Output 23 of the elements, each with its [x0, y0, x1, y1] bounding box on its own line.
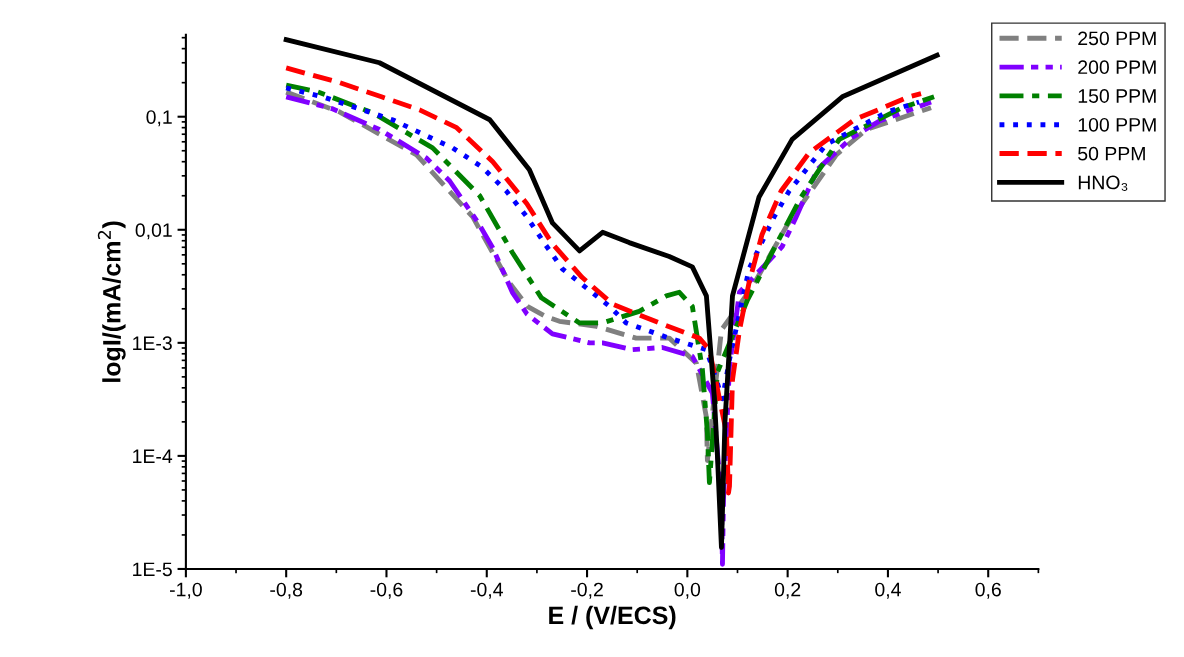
x-tick-label: -0,4	[470, 582, 503, 599]
y-tick-label: 1E-4	[133, 449, 173, 463]
x-tick-label: 0,0	[674, 582, 701, 599]
y-tick-label: 1E-5	[133, 562, 172, 577]
x-tick-label: -1,0	[170, 582, 202, 599]
y-tick-label: 1E-3	[133, 336, 172, 351]
x-tick-label: -0,6	[370, 582, 403, 599]
legend-label: 50 PPM	[1078, 146, 1145, 161]
x-tick-label: 0,2	[774, 582, 801, 599]
line-series	[283, 85, 922, 402]
x-tick-label: 0,4	[875, 582, 901, 599]
y-tick-label: 0,01	[135, 223, 172, 240]
legend-label: HNO₃	[1078, 175, 1128, 191]
legend-label: 100 PPM	[1078, 117, 1156, 132]
legend-label: 250 PPM	[1078, 31, 1156, 46]
x-tick-label: -0,2	[571, 582, 603, 599]
x-axis-title: E / (V/ECS)	[549, 605, 676, 630]
y-axis-title: logI/(mA/cm$^{2}$)	[97, 221, 126, 382]
x-tick-label: -0,8	[270, 582, 303, 599]
legend-label: 200 PPM	[1078, 60, 1156, 75]
x-tick-label: 0,6	[975, 582, 1001, 599]
y-tick-label: 0,1	[146, 110, 172, 127]
legend-label: 150 PPM	[1078, 89, 1156, 103]
